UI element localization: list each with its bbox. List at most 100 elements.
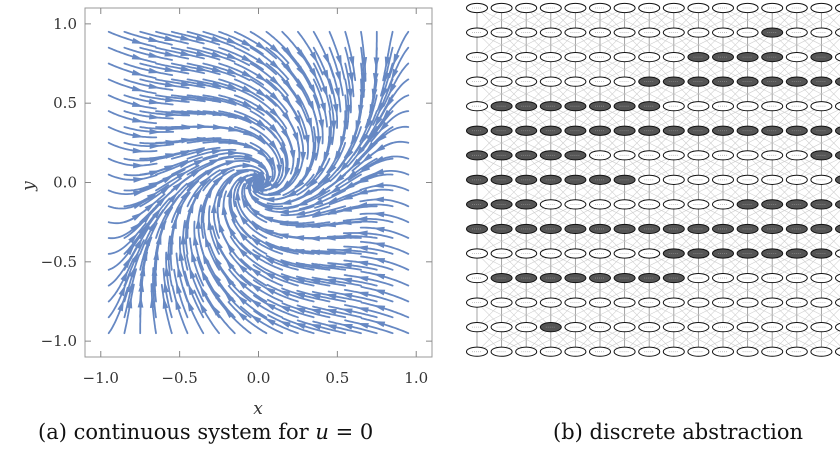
streamline-arrow bbox=[148, 52, 161, 58]
streamline bbox=[344, 30, 357, 82]
streamline bbox=[107, 157, 158, 167]
streamline-arrow bbox=[277, 209, 289, 215]
streamline bbox=[218, 30, 264, 55]
graph-edge bbox=[649, 56, 699, 82]
streamline-arrow bbox=[360, 133, 369, 145]
caption-a-label: (a) bbox=[38, 420, 67, 444]
streamline bbox=[170, 62, 221, 76]
streamline-arrow bbox=[371, 168, 385, 175]
graph-edge bbox=[550, 7, 601, 33]
streamline-arrow bbox=[209, 158, 222, 166]
streamline bbox=[198, 239, 220, 287]
streamline-arrow bbox=[388, 83, 397, 96]
streamline bbox=[212, 189, 220, 239]
graph-edge bbox=[722, 277, 773, 303]
streamline-arrow bbox=[249, 298, 262, 308]
streamline bbox=[314, 189, 362, 209]
streamline bbox=[139, 177, 182, 208]
graph-edge bbox=[575, 7, 625, 33]
streamline bbox=[297, 126, 305, 176]
streamline bbox=[248, 180, 284, 208]
streamline bbox=[311, 249, 362, 255]
graph-edge bbox=[796, 10, 840, 33]
streamline bbox=[328, 62, 342, 113]
streamline-arrow bbox=[207, 218, 214, 231]
streamline-arrow bbox=[279, 199, 292, 205]
streamline bbox=[296, 289, 347, 303]
streamline-arrow bbox=[269, 91, 281, 103]
node-filled bbox=[490, 125, 513, 136]
streamline-arrow bbox=[241, 54, 254, 63]
streamline bbox=[343, 274, 394, 287]
streamline-arrow bbox=[223, 291, 234, 303]
node-empty bbox=[810, 101, 833, 112]
caption-a-text: continuous system for bbox=[73, 420, 309, 444]
graph-edge bbox=[550, 326, 601, 352]
node-filled bbox=[515, 223, 538, 235]
streamline bbox=[297, 46, 323, 92]
streamline-arrow bbox=[373, 273, 386, 280]
streamline-arrow bbox=[226, 241, 236, 254]
graph-edge bbox=[796, 108, 840, 132]
streamline bbox=[107, 62, 157, 79]
node-filled bbox=[835, 126, 840, 136]
caption-a-equation: = 0 bbox=[328, 420, 374, 444]
graph-edge bbox=[501, 155, 551, 181]
graph-edge bbox=[575, 56, 625, 82]
streamline bbox=[231, 218, 268, 255]
graph-edge bbox=[796, 157, 840, 181]
node-empty bbox=[687, 322, 710, 333]
streamline-arrow bbox=[122, 256, 132, 269]
streamline bbox=[326, 220, 378, 226]
node-empty bbox=[564, 248, 587, 259]
streamline-arrow bbox=[315, 136, 322, 149]
streamline-arrow bbox=[148, 67, 161, 74]
streamline-arrow bbox=[372, 196, 384, 203]
streamline bbox=[312, 46, 334, 95]
graph-edge bbox=[772, 253, 822, 279]
streamline-arrow bbox=[356, 307, 369, 313]
graph-edge bbox=[673, 277, 724, 303]
streamline-arrow bbox=[192, 187, 202, 200]
streamline-arrow bbox=[339, 262, 353, 269]
streamline bbox=[107, 46, 157, 64]
streamline-arrow bbox=[190, 168, 202, 178]
streamline-arrow bbox=[345, 104, 352, 117]
streamline-arrow bbox=[355, 230, 368, 237]
streamline bbox=[280, 273, 331, 287]
streamline-arrow bbox=[340, 277, 353, 284]
graph-edge bbox=[599, 155, 650, 181]
streamline-arrow bbox=[211, 148, 224, 155]
streamline bbox=[220, 229, 252, 271]
graph-edge bbox=[649, 81, 699, 107]
graph-edge bbox=[722, 253, 773, 279]
streamline-arrow bbox=[348, 56, 355, 69]
node-filled bbox=[490, 199, 513, 210]
streamline-arrow bbox=[192, 233, 199, 246]
streamline-arrow bbox=[309, 324, 322, 330]
streamline bbox=[170, 180, 200, 224]
streamline-arrow bbox=[284, 166, 291, 180]
streamline-arrow bbox=[295, 98, 304, 111]
graph-edge bbox=[673, 130, 724, 156]
graph-edge bbox=[599, 326, 650, 352]
caption-a-variable: u bbox=[315, 420, 329, 444]
streamline bbox=[240, 305, 284, 335]
streamline-arrow bbox=[335, 54, 342, 68]
streamline bbox=[160, 283, 173, 335]
graph-edge bbox=[526, 32, 576, 58]
streamline-arrow bbox=[278, 290, 291, 298]
streamline-arrow bbox=[356, 276, 369, 282]
graph-edge bbox=[673, 326, 724, 352]
streamline bbox=[312, 78, 328, 128]
streamline bbox=[294, 141, 315, 188]
streamline bbox=[182, 219, 189, 271]
streamline bbox=[360, 255, 410, 271]
streamline-arrow bbox=[378, 121, 389, 133]
streamline-arrow bbox=[285, 189, 297, 198]
streamline bbox=[326, 235, 378, 239]
streamline bbox=[374, 30, 378, 83]
streamline-arrow bbox=[223, 307, 234, 319]
streamline bbox=[360, 286, 410, 303]
streamline-arrow bbox=[225, 258, 235, 270]
